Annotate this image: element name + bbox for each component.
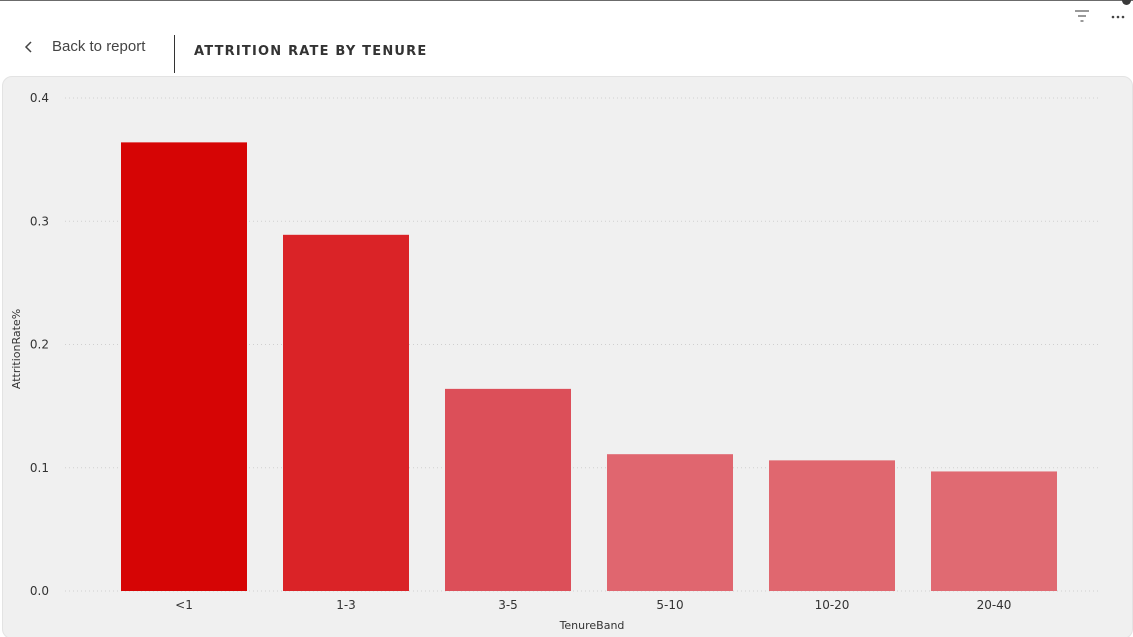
bar-3-5[interactable] bbox=[445, 388, 571, 591]
bars bbox=[121, 142, 1057, 591]
header-divider bbox=[174, 35, 175, 73]
back-to-report-button[interactable]: Back to report bbox=[22, 38, 145, 55]
y-tick-label: 0.0 bbox=[30, 584, 49, 598]
x-axis-title: TenureBand bbox=[559, 619, 625, 632]
bar-10-20[interactable] bbox=[769, 460, 895, 591]
x-tick-label: 3-5 bbox=[498, 598, 518, 612]
visual-toolbar bbox=[1073, 8, 1127, 24]
page-title: ATTRITION RATE BY TENURE bbox=[194, 44, 428, 59]
resize-handle[interactable] bbox=[1122, 0, 1131, 5]
x-tick-label: 20-40 bbox=[977, 598, 1012, 612]
y-tick-label: 0.3 bbox=[30, 214, 49, 228]
back-to-report-label: Back to report bbox=[52, 38, 146, 55]
x-tick-label: <1 bbox=[175, 598, 193, 612]
y-tick-label: 0.1 bbox=[30, 461, 49, 475]
bar-1[interactable] bbox=[121, 142, 247, 591]
y-axis-title: AttritionRate% bbox=[10, 309, 23, 389]
y-tick-label: 0.2 bbox=[30, 338, 49, 352]
bar-5-10[interactable] bbox=[607, 454, 733, 591]
x-axis-ticks: <1 1-3 3-5 5-10 10-20 20-40 bbox=[175, 598, 1011, 612]
filter-icon[interactable] bbox=[1073, 8, 1091, 24]
chevron-left-icon bbox=[22, 40, 36, 54]
x-tick-label: 1-3 bbox=[336, 598, 356, 612]
y-axis-ticks: 0.0 0.1 0.2 0.3 0.4 bbox=[30, 91, 49, 598]
chart-card: 0.0 0.1 0.2 0.3 0.4 <1 1-3 3-5 5-10 10-20 20-40 A… bbox=[2, 76, 1133, 637]
more-options-icon[interactable] bbox=[1109, 8, 1127, 24]
window-top-border bbox=[0, 0, 1133, 1]
bar-1-3[interactable] bbox=[283, 234, 409, 591]
y-tick-label: 0.4 bbox=[30, 91, 49, 105]
bar-20-40[interactable] bbox=[931, 471, 1057, 591]
x-tick-label: 5-10 bbox=[656, 598, 683, 612]
focus-mode-header: Back to report ATTRITION RATE BY TENURE bbox=[0, 30, 1133, 74]
x-tick-label: 10-20 bbox=[815, 598, 850, 612]
bar-chart: 0.0 0.1 0.2 0.3 0.4 <1 1-3 3-5 5-10 10-20 20-40 A… bbox=[10, 91, 1101, 632]
